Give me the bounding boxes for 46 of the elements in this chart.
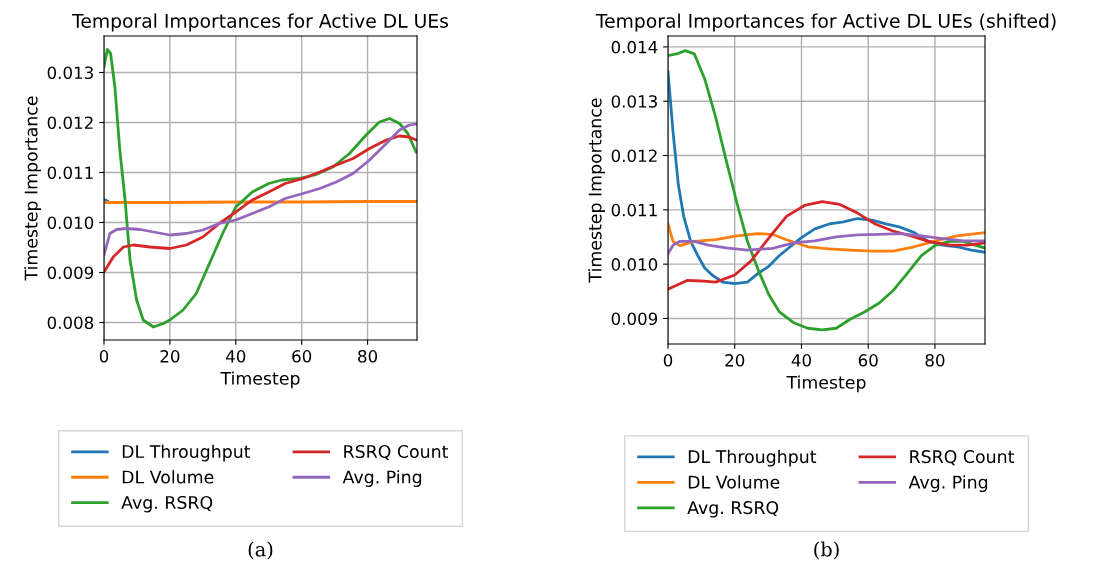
y-tick-label: 0.011	[47, 166, 93, 180]
legend-label: Avg. Ping	[908, 475, 988, 493]
x-tick-label: 20	[160, 350, 180, 363]
line-series	[104, 122, 417, 257]
legend-label: DL Volume	[122, 470, 214, 484]
line-series	[668, 49, 985, 332]
legend-label: DL Volume	[688, 475, 780, 489]
x-tick-label: 0	[99, 350, 109, 363]
x-tick-label: 20	[725, 354, 745, 367]
x-tick-label: 80	[358, 350, 378, 363]
x-tick-label: 60	[858, 354, 878, 367]
line-series	[668, 200, 985, 291]
legend-label: Avg. RSRQ	[121, 495, 213, 513]
y-tick-label: 0.010	[611, 258, 658, 271]
legend-label: DL Throughput	[688, 449, 817, 467]
y-tick-label: 0.012	[611, 149, 657, 163]
legend-label: DL Throughput	[122, 444, 251, 462]
x-axis-title: Timestep	[220, 371, 300, 389]
x-tick-label: 40	[226, 350, 246, 363]
text: (a)	[248, 541, 273, 560]
y-axis-title: Timestep Importance	[24, 96, 42, 281]
y-tick-label: 0.013	[611, 95, 657, 108]
y-tick-label: 0.010	[47, 216, 94, 230]
line-series	[668, 232, 985, 256]
y-tick-label: 0.008	[47, 316, 94, 330]
chart-title: Temporal Importances for Active DL UEs (shifted)	[595, 13, 1056, 32]
legend-label: RSRQ Count	[910, 450, 1015, 466]
y-tick-label: 0.009	[611, 312, 658, 326]
y-tick-label: 0.009	[47, 266, 94, 280]
legend-label: RSRQ Count	[344, 444, 449, 461]
y-tick-label: 0.012	[47, 116, 93, 130]
y-axis-title: Timestep Importance	[588, 98, 606, 283]
x-tick-label: 40	[791, 354, 811, 367]
line-series	[104, 134, 417, 274]
x-tick-label: 0	[663, 354, 673, 367]
y-tick-label: 0.014	[611, 40, 658, 54]
x-tick-label: 80	[925, 354, 945, 367]
y-tick-label: 0.011	[611, 203, 657, 217]
x-axis-title: Timestep	[786, 375, 866, 393]
line-series	[104, 48, 417, 329]
legend-label: Avg. Ping	[342, 470, 422, 487]
y-tick-label: 0.013	[47, 66, 93, 80]
legend-label: Avg. RSRQ	[687, 501, 779, 518]
x-tick-label: 60	[292, 350, 312, 363]
text: (b)	[814, 541, 839, 560]
chart-title: Temporal Importances for Active DL UEs	[72, 13, 449, 32]
